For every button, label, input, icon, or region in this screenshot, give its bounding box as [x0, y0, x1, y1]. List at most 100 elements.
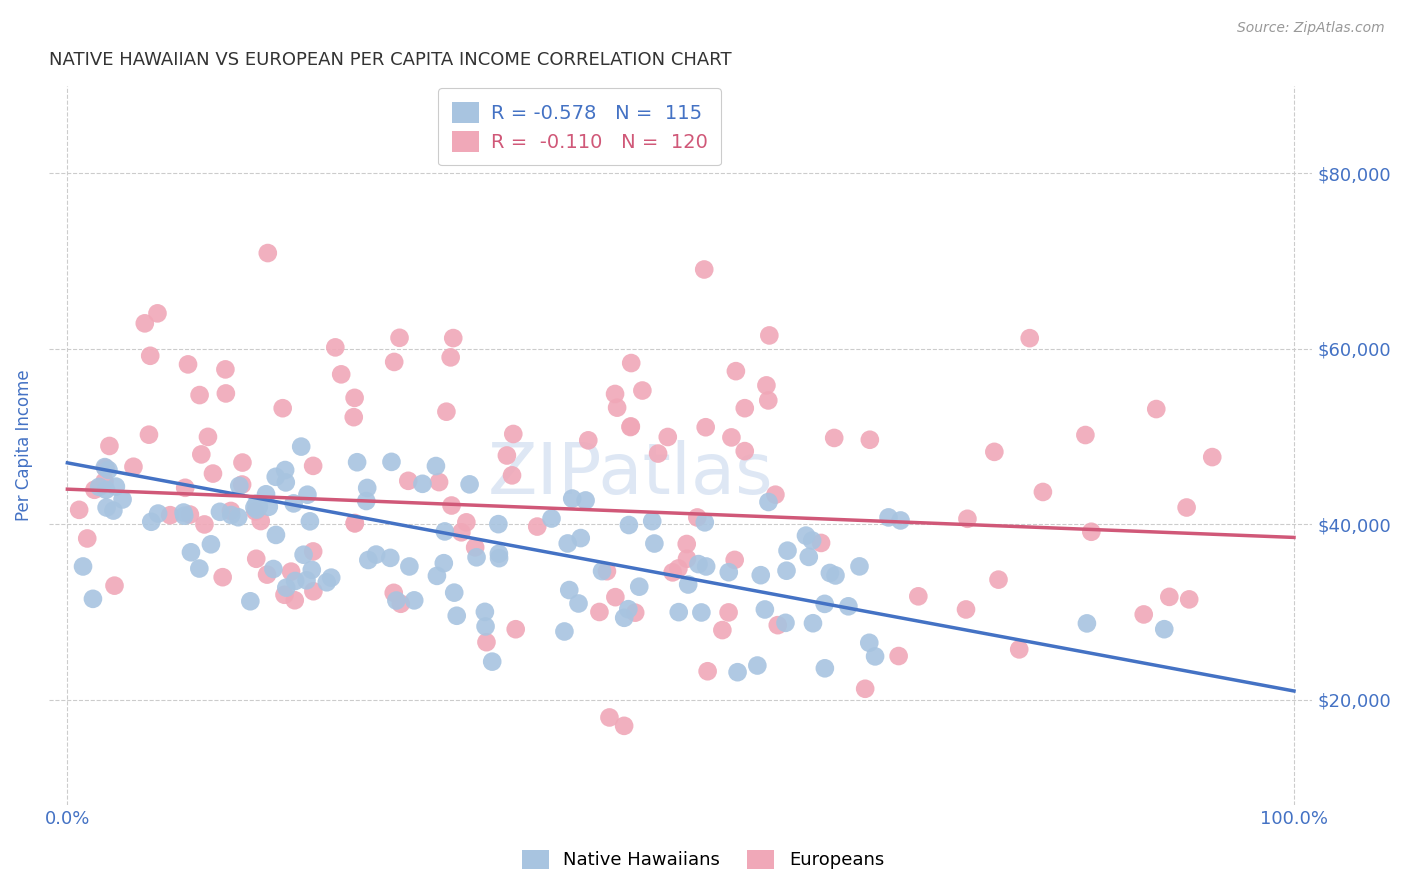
- Point: [193, 517, 215, 532]
- Point: [301, 563, 323, 577]
- Point: [631, 384, 654, 398]
- Point: [433, 524, 456, 539]
- Point: [620, 419, 643, 434]
- Point: [94, 461, 117, 475]
- Point: [814, 661, 837, 675]
- Point: [201, 467, 224, 481]
- Point: [141, 515, 163, 529]
- Point: [146, 507, 169, 521]
- Point: [465, 550, 488, 565]
- Point: [323, 340, 346, 354]
- Point: [284, 574, 307, 588]
- Point: [228, 479, 250, 493]
- Point: [724, 553, 747, 567]
- Point: [696, 665, 718, 679]
- Point: [273, 588, 295, 602]
- Legend: Native Hawaiians, Europeans: Native Hawaiians, Europeans: [513, 840, 893, 879]
- Point: [231, 456, 253, 470]
- Point: [292, 548, 315, 562]
- Point: [450, 525, 472, 540]
- Text: ZIPatlas: ZIPatlas: [488, 440, 773, 508]
- Point: [1201, 450, 1223, 464]
- Point: [956, 512, 979, 526]
- Point: [1018, 331, 1040, 345]
- Point: [404, 593, 426, 607]
- Point: [440, 499, 463, 513]
- Point: [598, 710, 620, 724]
- Point: [226, 510, 249, 524]
- Point: [190, 447, 212, 461]
- Point: [557, 536, 579, 550]
- Point: [801, 616, 824, 631]
- Point: [458, 477, 481, 491]
- Point: [474, 619, 496, 633]
- Point: [426, 569, 449, 583]
- Point: [754, 602, 776, 616]
- Point: [134, 316, 156, 330]
- Point: [231, 477, 253, 491]
- Point: [177, 358, 200, 372]
- Point: [668, 605, 690, 619]
- Point: [330, 368, 353, 382]
- Point: [620, 356, 643, 370]
- Point: [890, 513, 912, 527]
- Point: [274, 463, 297, 477]
- Point: [356, 481, 378, 495]
- Point: [302, 544, 325, 558]
- Point: [249, 514, 271, 528]
- Point: [427, 475, 450, 489]
- Point: [111, 492, 134, 507]
- Point: [488, 551, 510, 566]
- Point: [983, 445, 1005, 459]
- Point: [436, 405, 458, 419]
- Point: [356, 494, 378, 508]
- Point: [425, 458, 447, 473]
- Point: [727, 665, 749, 680]
- Point: [433, 556, 456, 570]
- Point: [271, 401, 294, 416]
- Point: [441, 331, 464, 345]
- Point: [146, 306, 169, 320]
- Point: [174, 481, 197, 495]
- Point: [93, 475, 115, 489]
- Point: [853, 681, 876, 696]
- Point: [94, 460, 117, 475]
- Point: [690, 606, 713, 620]
- Point: [734, 401, 756, 416]
- Point: [245, 497, 267, 511]
- Point: [576, 434, 599, 448]
- Point: [619, 420, 641, 434]
- Point: [676, 551, 699, 566]
- Point: [848, 559, 870, 574]
- Point: [173, 508, 195, 523]
- Point: [302, 458, 325, 473]
- Point: [668, 561, 690, 575]
- Point: [486, 517, 509, 532]
- Point: [526, 519, 548, 533]
- Point: [863, 649, 886, 664]
- Point: [343, 410, 366, 425]
- Point: [558, 582, 581, 597]
- Point: [617, 602, 640, 616]
- Point: [628, 580, 651, 594]
- Point: [343, 516, 366, 530]
- Point: [824, 568, 846, 582]
- Point: [877, 510, 900, 524]
- Point: [676, 577, 699, 591]
- Point: [357, 553, 380, 567]
- Point: [776, 543, 799, 558]
- Point: [657, 430, 679, 444]
- Point: [496, 449, 519, 463]
- Text: NATIVE HAWAIIAN VS EUROPEAN PER CAPITA INCOME CORRELATION CHART: NATIVE HAWAIIAN VS EUROPEAN PER CAPITA I…: [49, 51, 731, 69]
- Point: [711, 623, 734, 637]
- Point: [388, 331, 411, 345]
- Point: [1008, 642, 1031, 657]
- Point: [97, 463, 120, 477]
- Point: [366, 548, 388, 562]
- Point: [382, 586, 405, 600]
- Point: [440, 351, 463, 365]
- Point: [264, 528, 287, 542]
- Point: [613, 719, 636, 733]
- Point: [588, 605, 610, 619]
- Point: [540, 511, 562, 525]
